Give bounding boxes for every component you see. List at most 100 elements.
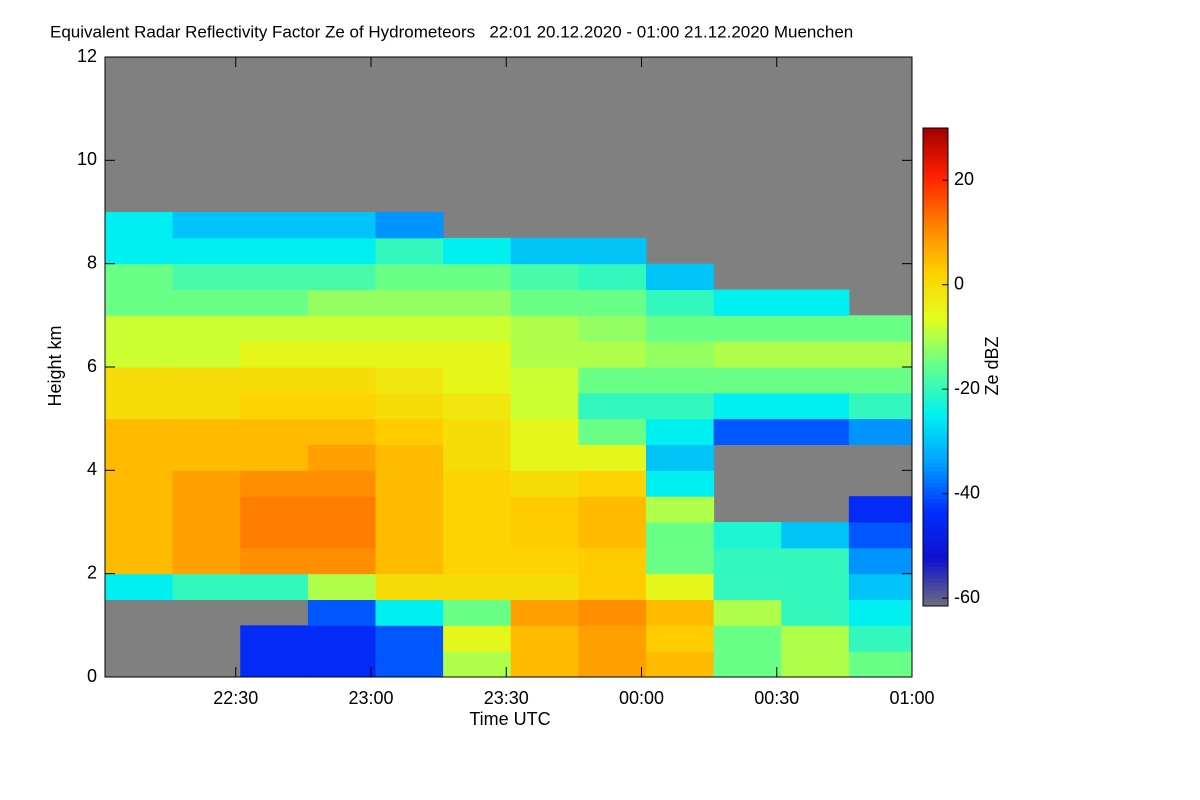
colorbar-label: Ze dBZ: [982, 336, 1002, 395]
colorbar-segment: [923, 370, 948, 376]
heatmap-cell: [307, 522, 377, 549]
heatmap-cell: [781, 599, 850, 626]
heatmap-cell: [307, 418, 377, 445]
heatmap-cell: [375, 237, 444, 265]
heatmap-cell: [781, 418, 850, 445]
heatmap-cell: [375, 212, 444, 239]
heatmap-cell: [307, 392, 377, 420]
heatmap-cell: [510, 418, 579, 445]
heatmap-cell: [646, 263, 715, 290]
y-tick-label: 4: [87, 459, 97, 479]
heatmap-cell: [172, 547, 241, 575]
heatmap-cell: [646, 470, 715, 497]
heatmap-cell: [510, 651, 579, 678]
heatmap-cell: [240, 392, 309, 420]
heatmap-cell: [105, 341, 174, 368]
heatmap-cell: [578, 315, 647, 342]
heatmap-cell: [307, 470, 377, 497]
heatmap-cell: [375, 444, 444, 471]
colorbar-segment: [923, 554, 948, 559]
heatmap-cell: [713, 547, 782, 575]
colorbar-segment: [923, 442, 948, 448]
colorbar-segment: [923, 243, 948, 248]
heatmap-cell: [443, 392, 512, 420]
heatmap-cell: [510, 470, 579, 497]
heatmap-cell: [443, 470, 512, 497]
colorbar-segment: [923, 602, 948, 607]
heatmap-cell: [510, 547, 579, 575]
heatmap-cell: [375, 496, 444, 523]
colorbar-segment: [923, 195, 948, 201]
heatmap-cell: [240, 263, 309, 290]
colorbar-segment: [923, 139, 948, 145]
heatmap-cell: [172, 315, 241, 342]
x-tick-label: 01:00: [889, 688, 934, 708]
colorbar-segment: [923, 446, 948, 452]
colorbar-segment: [923, 494, 948, 499]
colorbar-segment: [923, 203, 948, 209]
colorbar-segment: [923, 235, 948, 241]
heatmap-cell: [105, 418, 174, 445]
heatmap-cell: [172, 263, 241, 290]
heatmap-cell: [375, 573, 444, 600]
colorbar-segment: [923, 506, 948, 511]
heatmap-cell: [172, 573, 241, 600]
heatmap-cell: [510, 263, 579, 290]
colorbar-segment: [923, 339, 948, 344]
heatmap-cell: [240, 522, 309, 549]
heatmap-cell: [646, 444, 715, 471]
heatmap-cell: [781, 341, 850, 368]
heatmap-cell: [578, 367, 647, 394]
y-axis-label: Height km: [45, 325, 65, 406]
heatmap-cell: [713, 341, 782, 368]
heatmap-cell: [646, 651, 715, 678]
heatmap-cell: [105, 547, 174, 575]
colorbar-segment: [923, 490, 948, 495]
heatmap-cell: [375, 367, 444, 394]
colorbar-segment: [923, 259, 948, 264]
colorbar-segment: [923, 562, 948, 567]
x-tick-label: 22:30: [213, 688, 258, 708]
colorbar-segment: [923, 183, 948, 189]
heatmap-cell: [443, 315, 512, 342]
heatmap-cell: [713, 315, 782, 342]
heatmap-cell: [646, 599, 715, 626]
heatmap-cell: [510, 392, 579, 420]
colorbar-segment: [923, 534, 948, 539]
heatmap-cell: [443, 651, 512, 678]
colorbar-segment: [923, 526, 948, 531]
heatmap-cell: [510, 573, 579, 600]
heatmap-cell: [713, 392, 782, 420]
heatmap-cell: [240, 625, 309, 652]
y-tick-label: 12: [77, 46, 97, 66]
colorbar-segment: [923, 450, 948, 456]
heatmap-cell: [240, 341, 309, 368]
colorbar-segment: [923, 486, 948, 491]
colorbar-segment: [923, 171, 948, 177]
heatmap-cell: [240, 573, 309, 600]
colorbar-tick-label: 0: [954, 273, 964, 293]
colorbar-segment: [923, 175, 948, 181]
heatmap-cell: [781, 573, 850, 600]
colorbar-tick-label: -20: [954, 378, 980, 398]
colorbar-segment: [923, 331, 948, 336]
x-tick-label: 23:30: [484, 688, 529, 708]
heatmap-cell: [781, 367, 850, 394]
colorbar-segment: [923, 135, 948, 141]
heatmap-cell: [848, 573, 913, 600]
heatmap-cell: [713, 651, 782, 678]
heatmap-cell: [307, 315, 377, 342]
colorbar-segment: [923, 538, 948, 543]
heatmap-cell: [848, 418, 913, 445]
heatmap-cell: [375, 392, 444, 420]
colorbar-segment: [923, 191, 948, 197]
heatmap-cell: [375, 341, 444, 368]
heatmap-cell: [646, 289, 715, 316]
heatmap-cell: [307, 496, 377, 523]
colorbar-segment: [923, 466, 948, 472]
colorbar-segment: [923, 363, 948, 368]
heatmap-cell: [713, 367, 782, 394]
heatmap-cell: [848, 625, 913, 652]
heatmap-cell: [240, 470, 309, 497]
heatmap-cell: [578, 392, 647, 420]
